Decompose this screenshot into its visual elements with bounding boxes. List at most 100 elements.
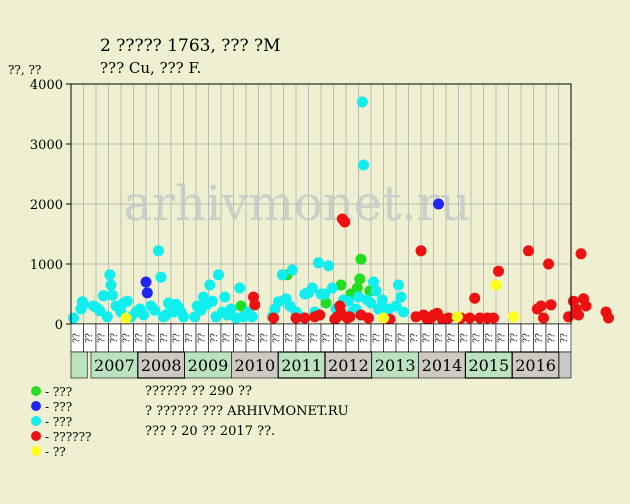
legend-marker xyxy=(31,431,41,441)
legend-marker xyxy=(31,416,41,426)
data-point-series-3 xyxy=(443,312,454,324)
data-point-series-2 xyxy=(319,288,331,300)
period-label: ?? xyxy=(285,333,295,343)
data-point-series-3 xyxy=(488,312,499,324)
year-label: 2012 xyxy=(328,356,369,375)
period-label: ?? xyxy=(160,333,170,343)
data-point-series-2 xyxy=(376,294,388,306)
year-cell xyxy=(137,351,186,379)
data-point-series-3 xyxy=(268,312,279,324)
period-label: ?? xyxy=(97,333,107,343)
data-point-series-2 xyxy=(153,245,164,257)
period-label: ?? xyxy=(497,333,507,343)
period-label: ?? xyxy=(472,333,482,343)
data-point-series-3 xyxy=(314,309,326,321)
period-label: ?? xyxy=(272,333,282,343)
year-label: 2009 xyxy=(188,356,229,375)
data-point-series-2 xyxy=(149,304,161,316)
period-label: ?? xyxy=(85,333,95,343)
year-cell xyxy=(324,351,373,379)
data-point-series-2 xyxy=(101,311,113,323)
data-point-series-2 xyxy=(105,279,117,291)
data-point-series-2 xyxy=(323,260,334,272)
data-point-series-2 xyxy=(104,269,116,281)
y-tick-label: 1000 xyxy=(30,258,63,273)
data-point-series-2 xyxy=(398,306,409,318)
legend-marker xyxy=(31,446,41,456)
data-point-series-0 xyxy=(335,279,347,291)
watermark: arhivmonet.ru xyxy=(123,176,470,232)
data-point-series-1 xyxy=(140,276,152,288)
data-point-series-2 xyxy=(206,295,218,307)
period-label: ?? xyxy=(535,333,545,343)
period-label: ?? xyxy=(260,333,270,343)
data-point-series-3 xyxy=(339,216,351,228)
period-label: ?? xyxy=(172,333,182,343)
data-point-series-3 xyxy=(493,265,504,277)
data-point-series-2 xyxy=(246,311,258,323)
year-cell-margin xyxy=(558,351,572,379)
data-point-series-2 xyxy=(121,295,133,307)
period-label: ?? xyxy=(522,333,532,343)
period-label: ?? xyxy=(210,333,220,343)
period-label: ?? xyxy=(372,333,382,343)
data-point-series-2 xyxy=(286,264,298,276)
data-point-series-4 xyxy=(490,279,502,291)
year-label: 2015 xyxy=(468,356,509,375)
year-cell xyxy=(511,351,560,379)
y-tick-label: 2000 xyxy=(30,198,63,213)
y-tick-label: 3000 xyxy=(30,138,63,153)
data-point-series-2 xyxy=(356,96,368,108)
data-point-series-3 xyxy=(249,299,261,311)
data-point-series-2 xyxy=(353,291,364,303)
year-label: 2016 xyxy=(515,356,556,375)
y-axis-label: ??, ?? xyxy=(8,63,41,77)
y-tick-labels: 0 1000 2000 3000 4000 xyxy=(30,78,63,333)
note-line: ? ?????? ??? ARHIVMONET.RU xyxy=(145,404,349,419)
year-label: 2007 xyxy=(94,356,135,375)
data-point-series-2 xyxy=(313,257,324,269)
data-point-series-2 xyxy=(343,295,354,307)
period-label: ?? xyxy=(122,333,132,343)
year-cell xyxy=(418,351,466,379)
period-label: ?? xyxy=(310,333,320,343)
year-label: 2013 xyxy=(375,356,416,375)
year-cell xyxy=(90,351,139,379)
legend-label: - ?? xyxy=(45,445,66,459)
data-point-series-4 xyxy=(378,312,389,324)
x-axis-band: ????????????????????????????????????????… xyxy=(70,323,572,379)
data-point-series-2 xyxy=(368,276,379,288)
period-label: ?? xyxy=(397,333,407,343)
year-cell-margin xyxy=(70,351,88,379)
legend-label: - ?????? xyxy=(45,430,91,444)
data-point-series-3 xyxy=(580,300,592,312)
period-label: ?? xyxy=(235,333,245,343)
data-point-series-3 xyxy=(363,312,374,324)
data-point-series-1 xyxy=(141,287,153,299)
data-point-series-2 xyxy=(276,269,288,281)
period-label: ?? xyxy=(297,333,307,343)
data-point-series-2 xyxy=(373,303,384,315)
period-label: ?? xyxy=(435,333,445,343)
data-point-series-2 xyxy=(155,271,167,283)
notes: ?????? ?? 290 ?? ? ?????? ??? ARHIVMONET.… xyxy=(145,384,349,439)
period-label: ?? xyxy=(197,333,207,343)
year-label: 2011 xyxy=(281,356,322,375)
legend-marker xyxy=(31,386,41,396)
period-label: ?? xyxy=(72,333,82,343)
period-label: ?? xyxy=(322,333,332,343)
data-point-series-3 xyxy=(573,309,584,321)
period-label: ?? xyxy=(185,333,195,343)
year-label: 2008 xyxy=(141,356,182,375)
data-point-series-0 xyxy=(235,300,247,312)
data-point-series-2 xyxy=(213,269,224,281)
data-point-series-2 xyxy=(395,291,407,303)
data-point-series-2 xyxy=(78,298,89,310)
data-point-series-3 xyxy=(299,312,311,324)
data-point-series-0 xyxy=(320,297,332,309)
period-label: ?? xyxy=(360,333,370,343)
data-point-series-3 xyxy=(575,248,587,260)
data-point-series-4 xyxy=(508,311,519,323)
